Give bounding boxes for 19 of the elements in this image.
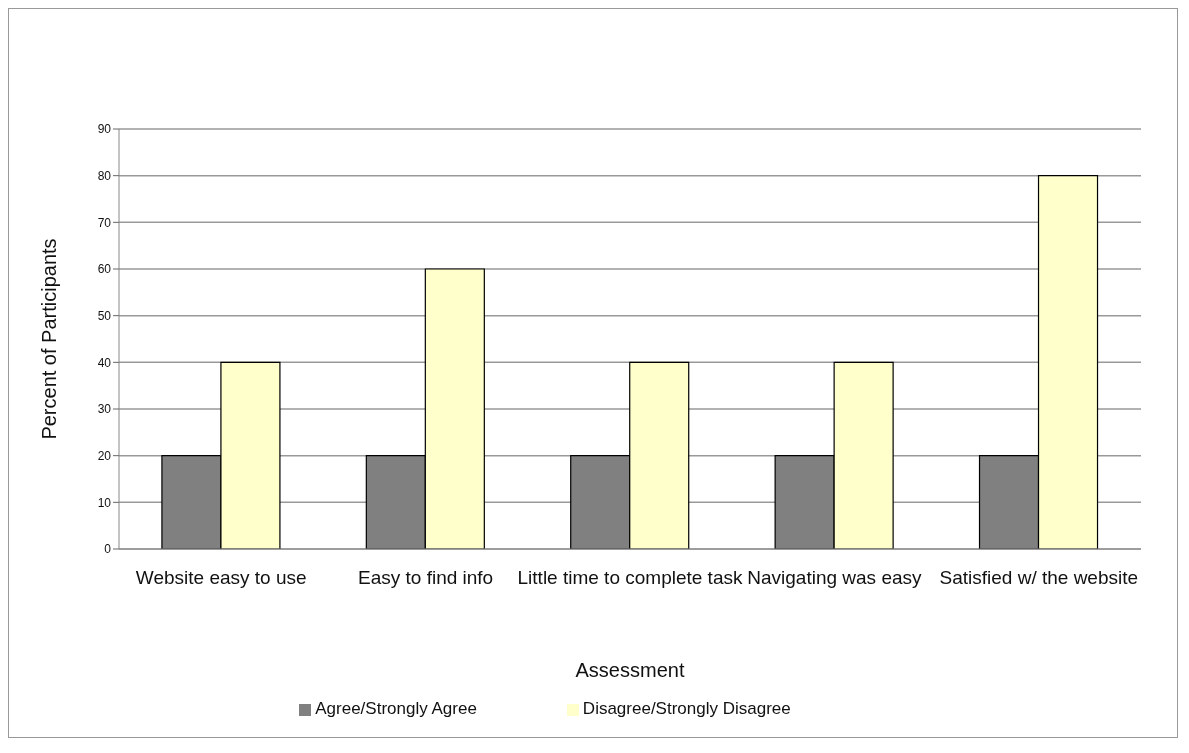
y-tick-label: 0 — [104, 542, 112, 557]
legend-label: Disagree/Strongly Disagree — [582, 699, 791, 718]
y-tick-label: 70 — [97, 215, 112, 230]
x-axis-title: Assessment — [575, 659, 685, 681]
y-tick-label: 50 — [97, 308, 112, 323]
x-tick-label: Satisfied w/ the website — [939, 567, 1139, 589]
y-tick-label: 80 — [97, 168, 112, 183]
x-tick-label: Website easy to use — [135, 567, 307, 589]
x-tick-label: Easy to find info — [358, 567, 494, 589]
y-tick-label: 10 — [97, 495, 112, 510]
x-tick-label: Little time to complete task — [517, 567, 743, 589]
y-axis-title: Percent of Participants — [38, 238, 61, 440]
legend-label: Agree/Strongly Agree — [315, 699, 477, 718]
y-tick-label: 90 — [97, 122, 112, 137]
y-tick-label: 30 — [97, 402, 112, 417]
x-tick-label: Navigating was easy — [747, 567, 923, 589]
y-tick-label: 40 — [97, 355, 112, 370]
y-tick-label: 20 — [97, 448, 112, 463]
y-tick-label: 60 — [97, 262, 112, 277]
